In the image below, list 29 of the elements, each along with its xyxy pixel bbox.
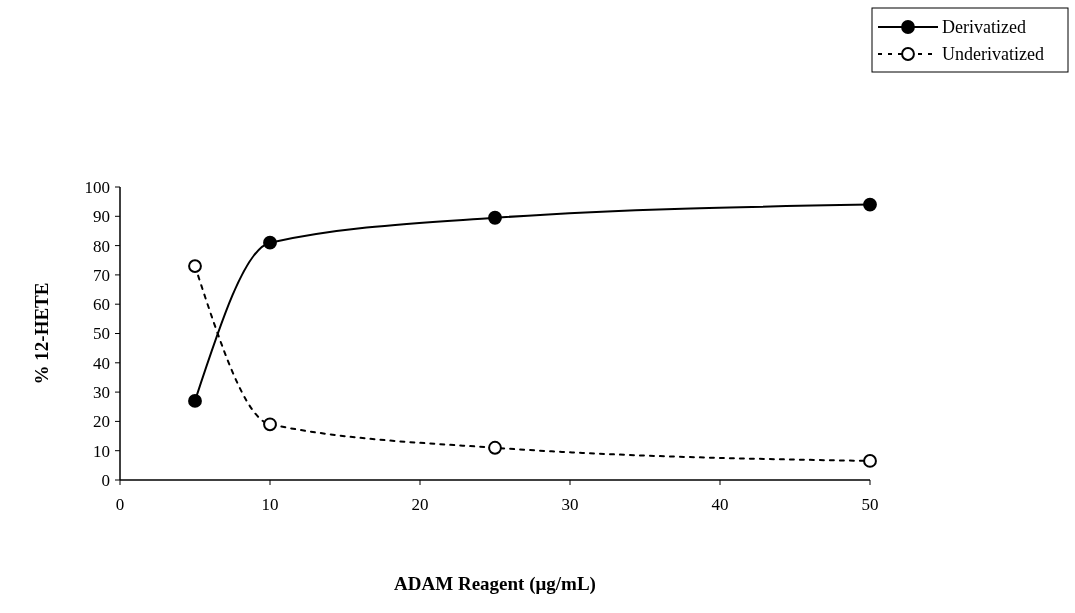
legend-label: Derivatized [942,17,1026,38]
x-tick-label: 20 [411,495,429,514]
y-tick-label: 60 [93,295,110,315]
y-tick-label: 90 [93,207,110,227]
point [863,197,877,212]
point [488,440,502,455]
legend-label: Underivatized [942,44,1044,65]
x-tick-label: 50 [861,495,879,514]
y-axis-title: % 12-HETE [31,282,52,385]
point [188,393,202,408]
x-axis-title: ADAM Reagent (μg/mL) [394,573,596,595]
y-tick-label: 50 [93,324,110,344]
y-tick-label: 0 [101,470,110,490]
y-tick-label: 20 [93,412,110,432]
y-tick-label: 80 [93,236,110,256]
x-tick-label: 40 [711,495,729,514]
y-tick-label: 30 [93,383,110,403]
x-tick-label: 10 [261,495,279,514]
point [188,259,202,274]
y-tick-label: 70 [93,265,110,285]
y-tick-label: 10 [93,441,110,461]
x-tick-label: 30 [561,495,579,514]
x-tick-label: 0 [115,495,125,514]
point [488,210,502,225]
point [263,235,277,250]
y-tick-label: 100 [84,177,110,197]
y-tick-label: 40 [93,353,110,373]
point [863,454,877,468]
point [263,417,277,432]
